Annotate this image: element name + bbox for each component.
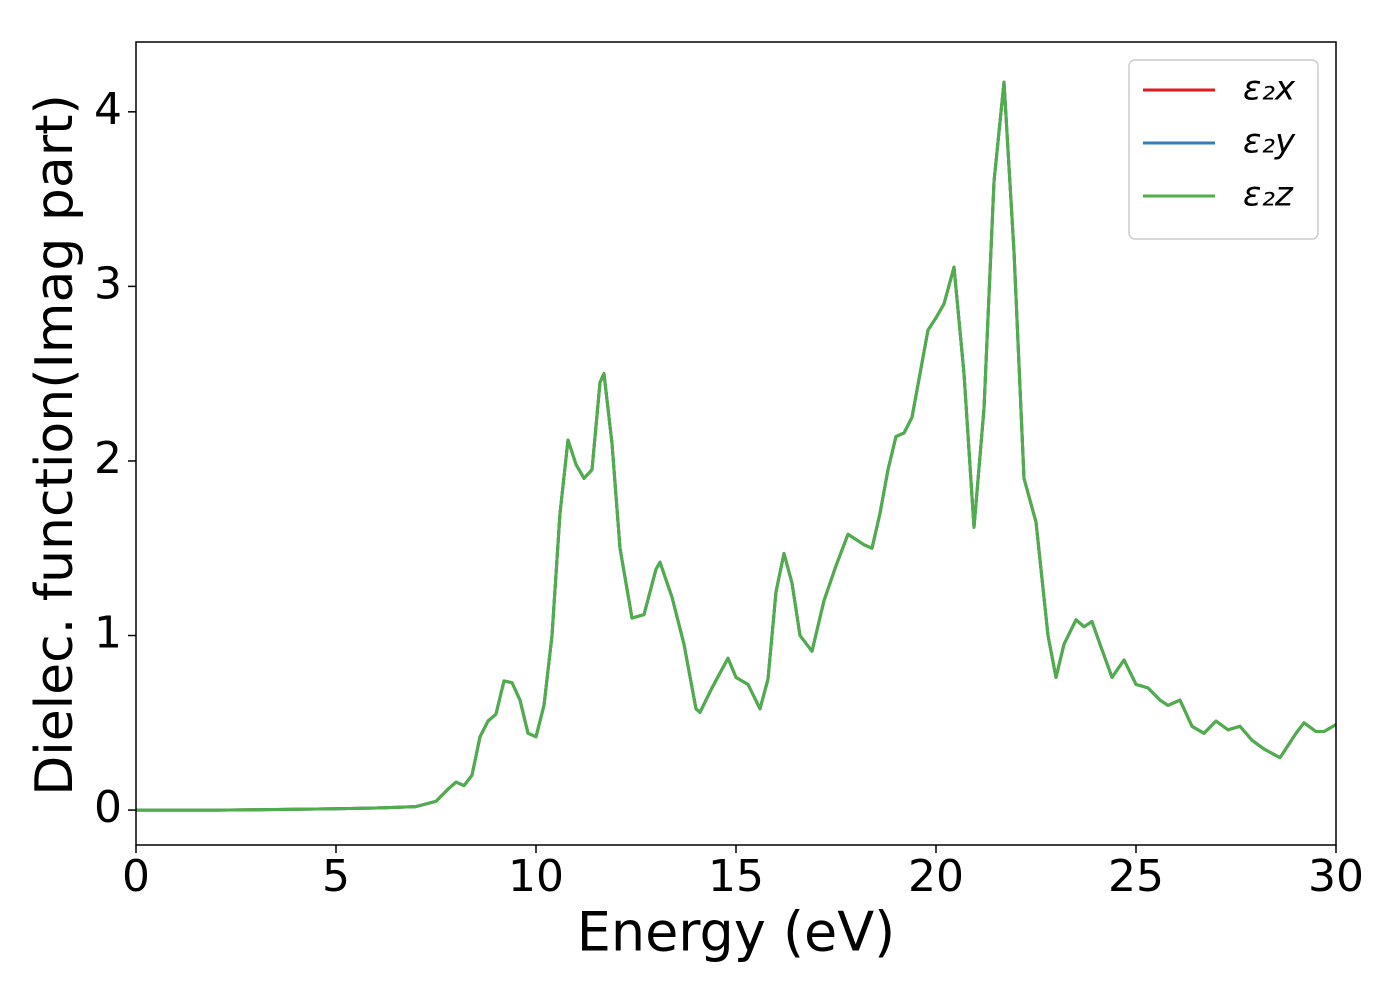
x-tick-label: 5 xyxy=(322,851,350,902)
y-tick-label: 0 xyxy=(94,782,122,833)
plot-frame xyxy=(135,41,1337,846)
legend-box xyxy=(1128,59,1319,240)
y-tick-label: 1 xyxy=(94,608,122,659)
y-tick-label: 4 xyxy=(94,84,122,135)
x-tick-label: 25 xyxy=(1108,851,1164,902)
legend-label: ε₂y xyxy=(1243,122,1296,162)
y-tick-label: 3 xyxy=(94,258,122,309)
x-tick-label: 10 xyxy=(508,851,564,902)
y-tick-label: 2 xyxy=(94,433,122,484)
legend-label: ε₂z xyxy=(1243,175,1294,215)
x-tick-label: 30 xyxy=(1308,851,1364,902)
legend-label: ε₂x xyxy=(1243,69,1296,109)
x-axis-label: Energy (eV) xyxy=(577,901,896,964)
x-tick-label: 20 xyxy=(908,851,964,902)
x-tick-label: 15 xyxy=(708,851,764,902)
x-tick-label: 0 xyxy=(122,851,150,902)
y-axis-label: Dielec. function(Imag part) xyxy=(25,94,85,796)
series-line xyxy=(136,80,1336,812)
